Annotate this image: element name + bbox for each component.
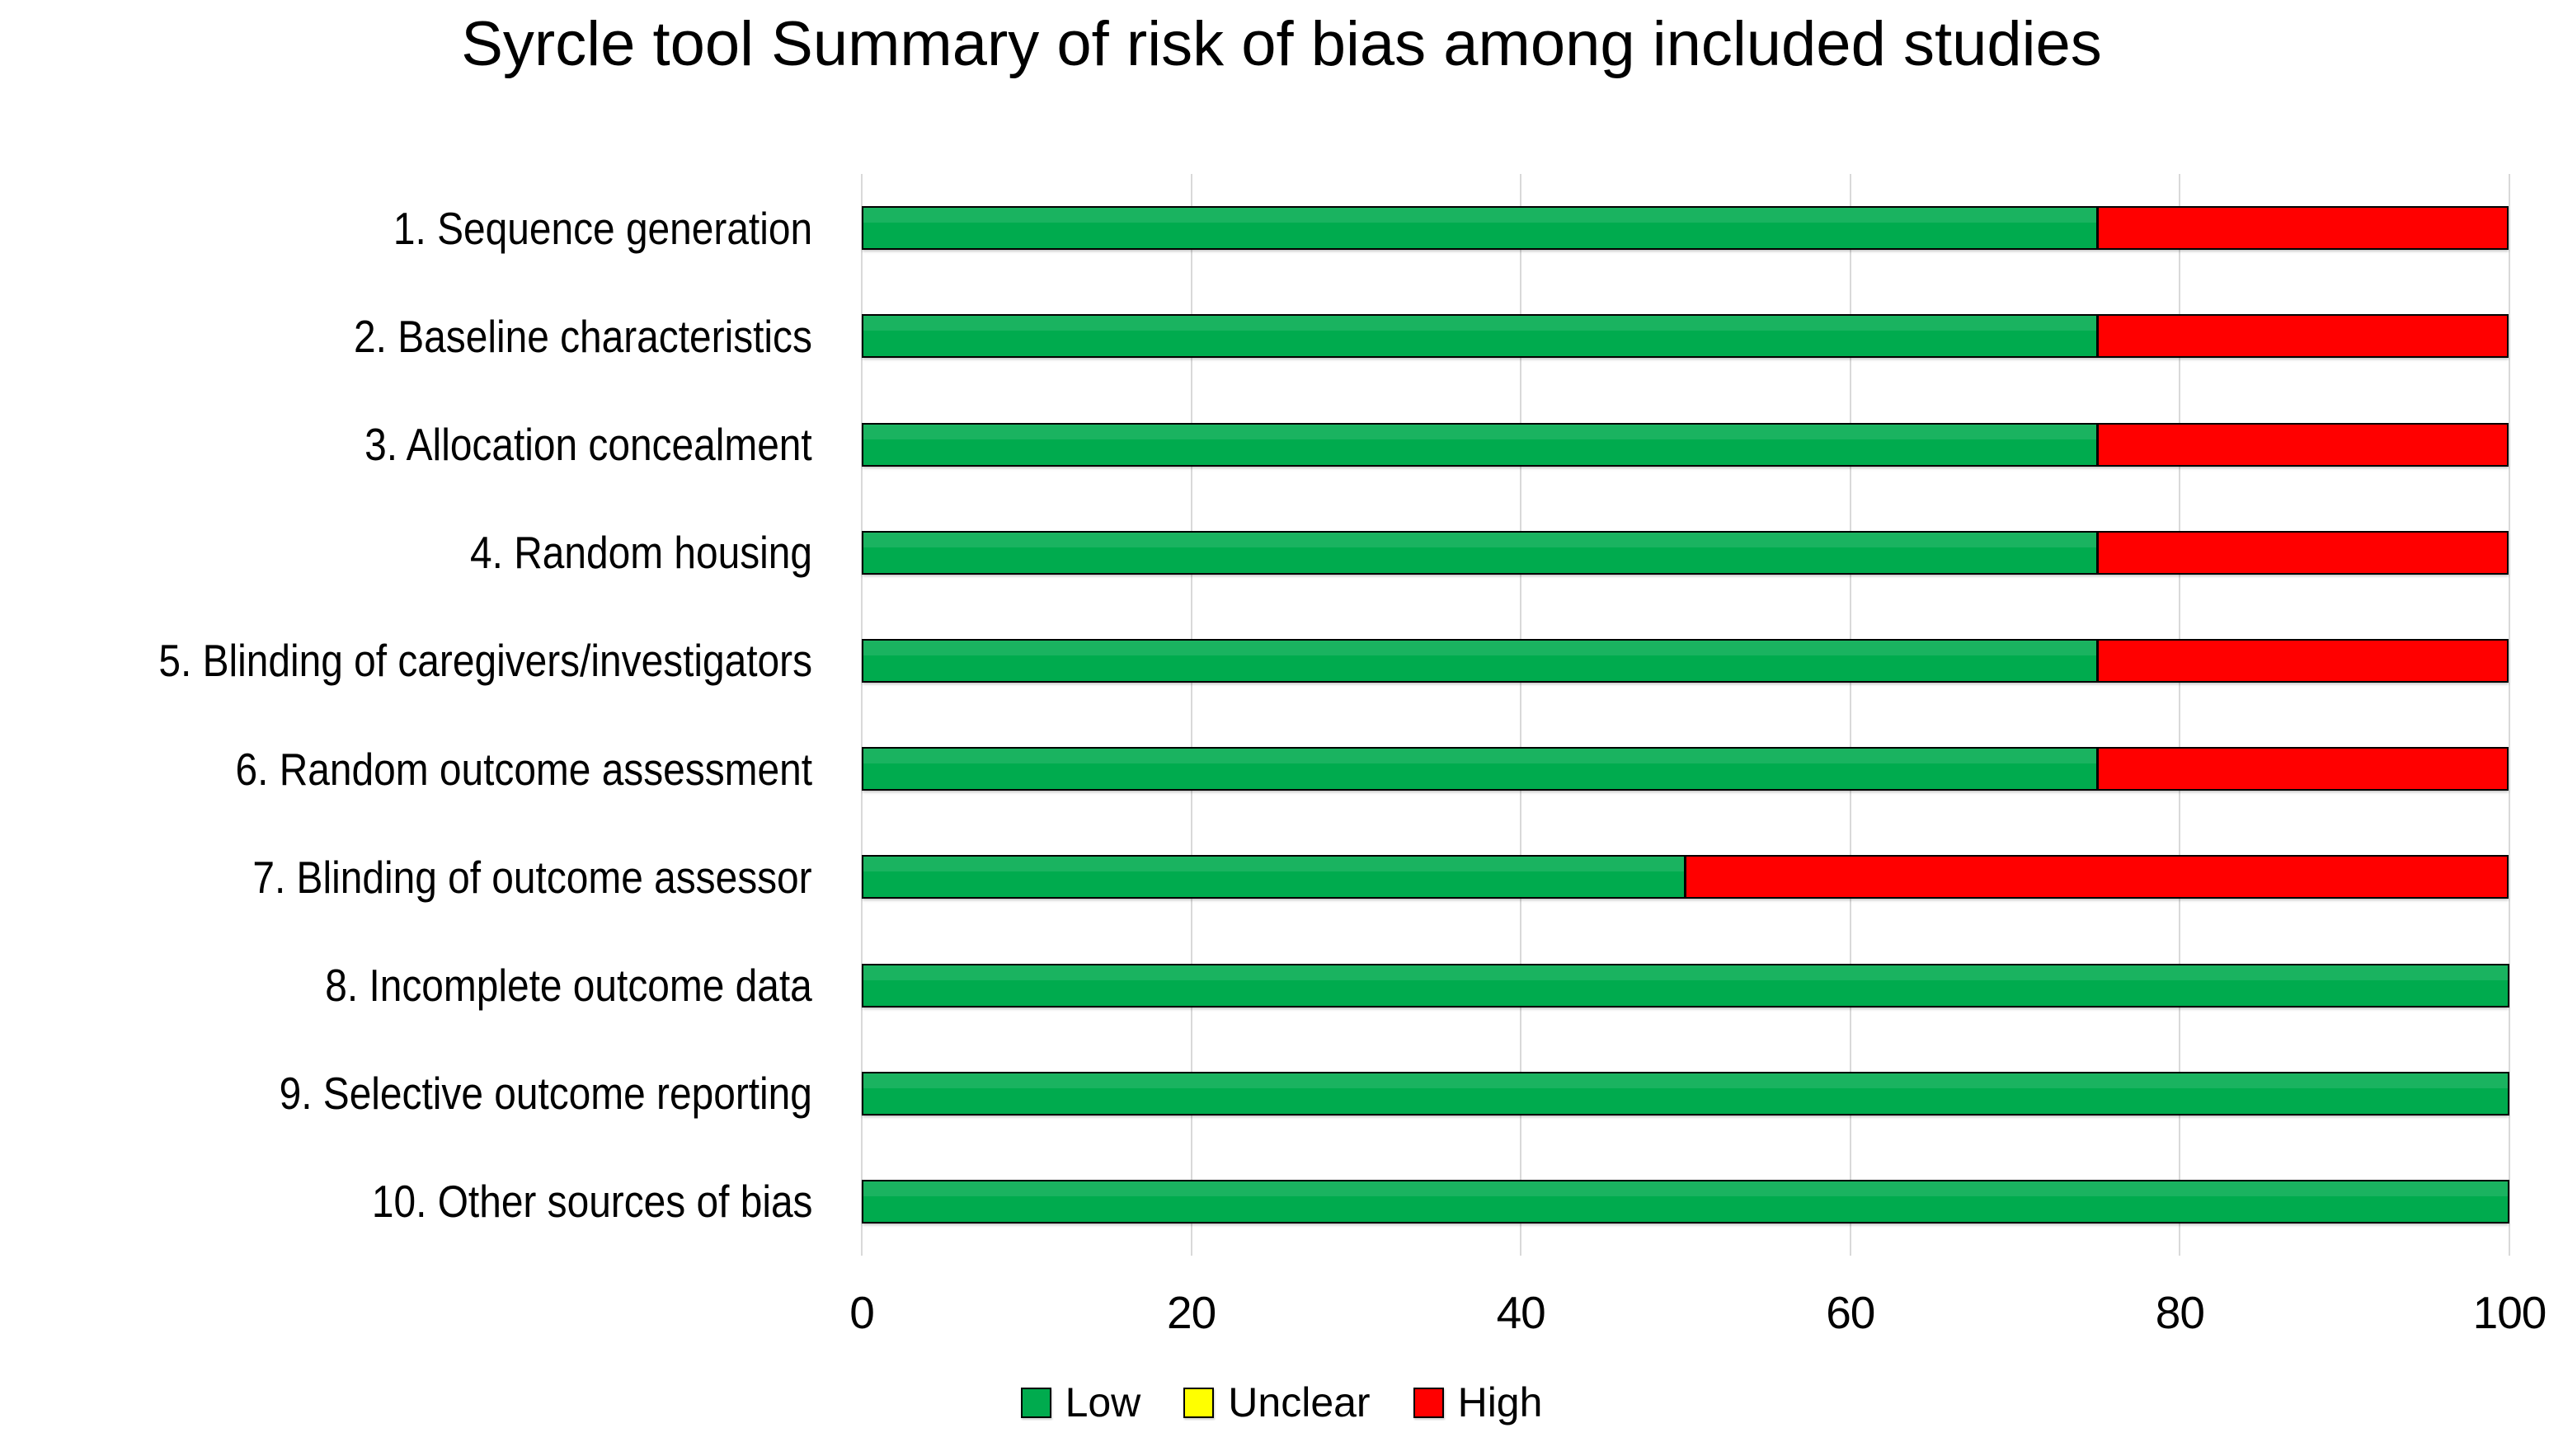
category-label-text: 9. Selective outcome reporting	[279, 1068, 812, 1120]
bar-segment-low	[862, 530, 2098, 575]
bar-segment-high	[2096, 530, 2509, 575]
bar-row	[862, 607, 2509, 715]
legend-label: Low	[1065, 1379, 1141, 1425]
bar-row	[862, 282, 2509, 390]
category-label: 1. Sequence generation	[0, 174, 812, 282]
bar-segment-high	[2096, 206, 2509, 251]
bar-row	[862, 1148, 2509, 1256]
bar-segment-low	[862, 1179, 2509, 1224]
plot-rows	[862, 174, 2509, 1256]
legend: Low Unclear High	[0, 1382, 2563, 1423]
legend-swatch-high	[1413, 1387, 1444, 1418]
category-label-text: 10. Other sources of bias	[371, 1176, 812, 1228]
legend-item-high: High	[1413, 1379, 1543, 1425]
x-tick-label: 20	[1167, 1287, 1216, 1338]
bar-row	[862, 823, 2509, 931]
category-label-text: 3. Allocation concealment	[364, 419, 812, 470]
category-label: 7. Blinding of outcome assessor	[0, 823, 812, 931]
category-label-text: 1. Sequence generation	[393, 202, 812, 254]
bar-segment-low	[862, 314, 2098, 359]
bar-segment-low	[862, 855, 1686, 899]
chart-title: Syrcle tool Summary of risk of bias amon…	[461, 9, 2102, 79]
x-tick-label: 0	[849, 1287, 875, 1338]
legend-swatch-low	[1020, 1387, 1051, 1418]
category-labels: 1. Sequence generation 2. Baseline charac…	[0, 174, 812, 1256]
stacked-bar	[862, 314, 2509, 359]
category-label-text: 7. Blinding of outcome assessor	[252, 851, 812, 903]
gridline	[2509, 174, 2510, 1256]
x-tick-label: 40	[1496, 1287, 1546, 1338]
gridline	[1520, 174, 1522, 1256]
gridline	[1849, 174, 1851, 1256]
bar-row	[862, 499, 2509, 607]
bar-segment-high	[2096, 314, 2509, 359]
x-tick-label: 80	[2155, 1287, 2205, 1338]
category-label: 2. Baseline characteristics	[0, 282, 812, 390]
category-label: 10. Other sources of bias	[0, 1148, 812, 1256]
legend-swatch-unclear	[1183, 1387, 1215, 1418]
bar-segment-high	[1685, 855, 2509, 899]
bar-row	[862, 931, 2509, 1039]
bar-segment-low	[862, 422, 2098, 467]
stacked-bar	[862, 855, 2509, 899]
category-label: 4. Random housing	[0, 499, 812, 607]
category-label: 9. Selective outcome reporting	[0, 1040, 812, 1148]
gridline	[1190, 174, 1192, 1256]
category-label-text: 5. Blinding of caregivers/investigators	[158, 635, 812, 687]
stacked-bar	[862, 963, 2509, 1007]
bar-segment-low	[862, 638, 2098, 683]
category-label-text: 6. Random outcome assessment	[235, 743, 812, 795]
category-label-text: 8. Incomplete outcome data	[325, 960, 812, 1012]
bar-segment-low	[862, 206, 2098, 251]
legend-label: High	[1457, 1379, 1543, 1425]
plot-area	[861, 174, 2510, 1256]
category-label: 8. Incomplete outcome data	[0, 931, 812, 1039]
category-label-text: 2. Baseline characteristics	[354, 310, 812, 362]
category-label-text: 4. Random housing	[470, 527, 812, 579]
bar-row	[862, 715, 2509, 823]
category-label: 6. Random outcome assessment	[0, 715, 812, 823]
bar-row	[862, 1040, 2509, 1148]
stacked-bar	[862, 530, 2509, 575]
category-label: 3. Allocation concealment	[0, 390, 812, 498]
bar-segment-high	[2096, 422, 2509, 467]
bar-segment-high	[2096, 747, 2509, 791]
x-tick-label: 100	[2472, 1287, 2547, 1338]
bar-segment-low	[862, 1071, 2509, 1115]
stacked-bar	[862, 422, 2509, 467]
stacked-bar	[862, 1179, 2509, 1224]
stacked-bar	[862, 1071, 2509, 1115]
bar-segment-low	[862, 747, 2098, 791]
gridline	[2179, 174, 2181, 1256]
gridline	[861, 174, 863, 1256]
stacked-bar	[862, 747, 2509, 791]
legend-label: Unclear	[1228, 1379, 1371, 1425]
stacked-bar	[862, 638, 2509, 683]
bar-row	[862, 174, 2509, 282]
gridlines	[861, 174, 2510, 1256]
x-axis-ticks: 0 20 40 60 80 100	[849, 1287, 2547, 1347]
bar-segment-high	[2096, 638, 2509, 683]
stacked-bar	[862, 206, 2509, 251]
x-tick-label: 60	[1826, 1287, 1875, 1338]
legend-item-low: Low	[1020, 1379, 1141, 1425]
category-label: 5. Blinding of caregivers/investigators	[0, 607, 812, 715]
bar-segment-low	[862, 963, 2509, 1007]
bar-row	[862, 390, 2509, 498]
legend-item-unclear: Unclear	[1183, 1379, 1371, 1425]
